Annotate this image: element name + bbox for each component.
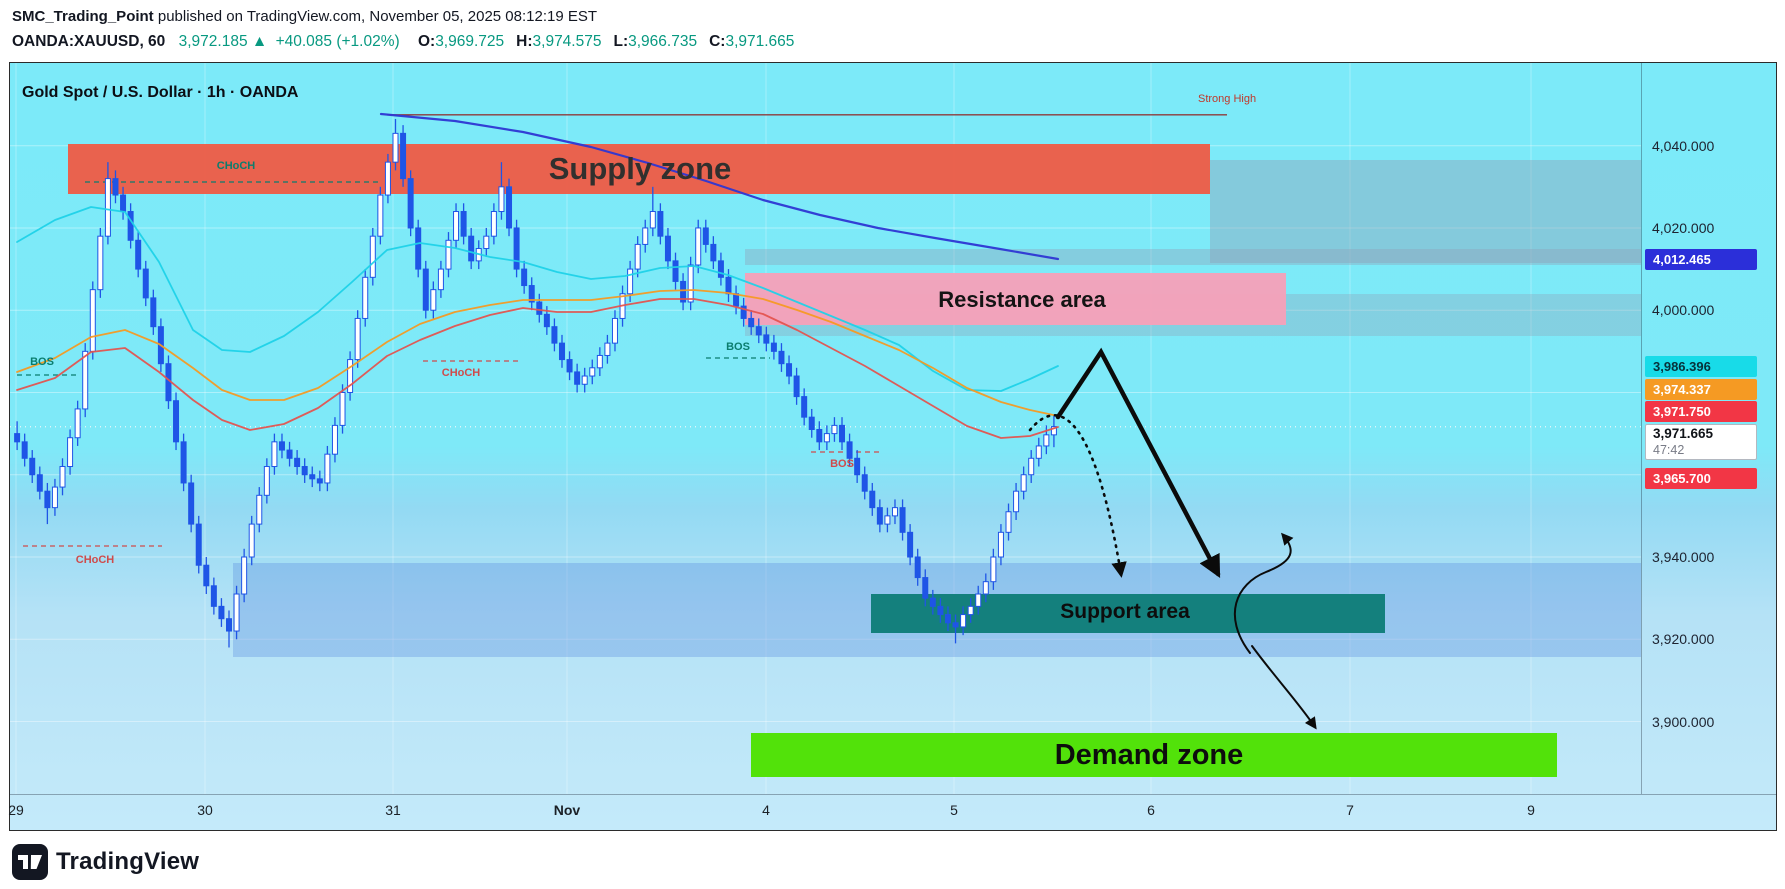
price-change: +40.085 (+1.02%) [275, 33, 400, 50]
quote-row: OANDA:XAUUSD, 60 3,972.185 ▲ +40.085 (+1… [12, 33, 806, 51]
zone-rect-upper-gray-area [1210, 160, 1641, 263]
publish-info: published on TradingView.com, November 0… [153, 8, 598, 25]
author-name: SMC_Trading_Point [12, 8, 154, 25]
ohlc-values: O:3,969.725 H:3,974.575 L:3,966.735 C:3,971… [418, 33, 806, 50]
time-axis-separator [10, 794, 1777, 795]
tradingview-brand-text[interactable]: TradingView [56, 848, 200, 875]
zone-rect-support-area [871, 594, 1385, 634]
zone-rect-supply-zone [68, 143, 1210, 194]
price-axis-separator [1641, 63, 1642, 794]
footer: TradingView [0, 831, 1785, 889]
zone-rect-resistance-area [745, 272, 1286, 326]
chart-header: SMC_Trading_Point published on TradingVi… [0, 0, 1785, 62]
symbol-name: OANDA:XAUUSD, 60 [12, 33, 166, 50]
last-price: 3,972.185 [178, 33, 248, 50]
zone-rect-gray-band-1 [745, 248, 1641, 265]
ohlc-item: H:3,974.575 [516, 33, 602, 50]
zone-rect-demand-zone [751, 733, 1557, 778]
byline: SMC_Trading_Point published on TradingVi… [12, 8, 597, 25]
tradingview-logo-icon[interactable] [12, 844, 48, 880]
ohlc-item: O:3,969.725 [417, 33, 505, 50]
ohlc-item: C:3,971.665 [709, 33, 795, 50]
ohlc-item: L:3,966.735 [613, 33, 698, 50]
up-arrow-icon: ▲ [251, 33, 268, 50]
